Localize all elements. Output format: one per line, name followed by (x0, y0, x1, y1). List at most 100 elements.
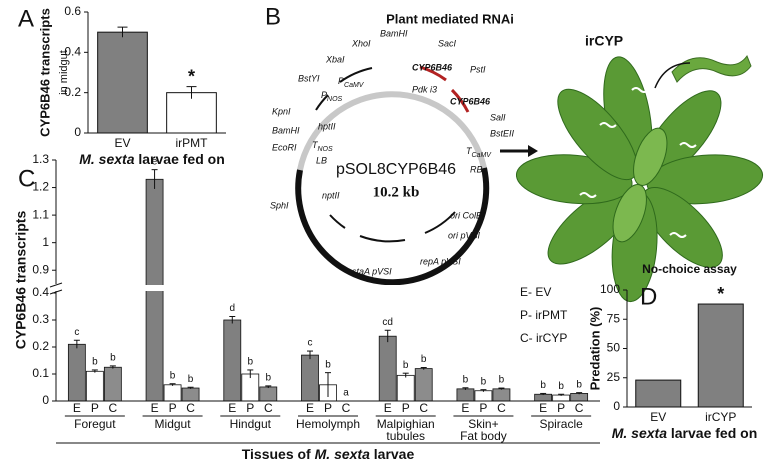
group-label: Fat body (460, 429, 507, 443)
axis-title-part: M. sexta (612, 425, 667, 441)
bar (85, 370, 104, 402)
panel-letter: A (18, 5, 34, 32)
plasmid-label: ori pVSI (448, 230, 481, 240)
feature-arrow (359, 235, 406, 243)
plasmid-label: BamHI (380, 28, 408, 38)
series-tick-label: C (109, 401, 118, 415)
bar (301, 354, 319, 402)
panel-letter: D (640, 283, 657, 310)
bar (697, 303, 744, 408)
plasmid-label-main: P (321, 90, 327, 100)
plant (515, 56, 764, 303)
feature-arrow (339, 67, 373, 83)
group-label: Spiracle (539, 417, 583, 431)
group-label: Hindgut (230, 417, 272, 431)
break-mark (49, 282, 63, 288)
break-mark (49, 289, 63, 295)
plasmid-label: SalI (490, 112, 506, 122)
plasmid-label-sub: CaMV (472, 152, 493, 159)
bar (414, 368, 433, 402)
plasmid-label: PCaMV (338, 76, 365, 88)
significance-letter: b (325, 359, 331, 370)
caterpillar (671, 54, 752, 83)
y-tick-label: 50 (607, 341, 621, 355)
y-tick-label: 100 (600, 282, 620, 296)
series-tick-label: C (575, 401, 584, 415)
plasmid-label: repA pVSI (420, 256, 461, 266)
y-tick-label: 0.4 (32, 285, 49, 299)
group-label: tubules (386, 429, 425, 443)
y-tick-label: 0.2 (32, 339, 49, 353)
bar (396, 374, 415, 402)
plasmid-size: 10.2 kb (373, 184, 420, 200)
y-tick-label: 0 (42, 393, 49, 407)
series-tick-label: E (539, 401, 547, 415)
leaf (557, 88, 638, 181)
bar (474, 390, 493, 402)
y-tick-label: 0.3 (32, 312, 49, 326)
y-tick-label: 75 (607, 311, 621, 325)
rnai-marks (579, 87, 697, 238)
significance-letter: e (152, 156, 158, 167)
series-tick-label: E (73, 401, 81, 415)
plasmid-label-main: P (338, 76, 344, 86)
significance-letter: b (188, 374, 194, 385)
group-label: Foregut (74, 417, 116, 431)
plasmid-label: staA pVSI (352, 266, 392, 276)
y-axis-title: Predation (%) (587, 307, 602, 391)
significance-letter: c (308, 338, 313, 349)
bar (67, 343, 86, 402)
plasmid-label: EcoRI (272, 142, 297, 152)
series-tick-label: P (91, 401, 99, 415)
y-tick-label: 0.4 (64, 45, 81, 59)
plasmid-label-sub: CaMV (344, 82, 365, 89)
plasmid-label: KpnI (272, 106, 291, 116)
plasmid-label: PNOS (321, 90, 343, 102)
significance: * (717, 284, 724, 304)
y-tick-label: 25 (607, 370, 621, 384)
plasmid-label: nptII (322, 190, 340, 200)
group-label: Midgut (155, 417, 192, 431)
bar (534, 393, 553, 402)
significance: * (188, 66, 195, 86)
series-tick-label: P (402, 401, 410, 415)
y-axis-title: in midgut (58, 50, 70, 95)
significance-letter: b (92, 357, 98, 368)
series-tick-label: E (306, 401, 314, 415)
bar (492, 388, 511, 402)
plasmid-label-sub: NOS (318, 146, 334, 153)
significance-letter: b (266, 373, 272, 384)
feature-arrow (329, 214, 346, 229)
y-tick-label: 0 (74, 125, 81, 139)
series-tick-label: C (497, 401, 506, 415)
plasmid-label: SacI (438, 38, 457, 48)
axis-title-part: Tissues of (242, 446, 311, 462)
leaf (642, 187, 723, 268)
bar (456, 388, 475, 402)
significance-letter: b (110, 353, 116, 364)
y-tick-label: 1.1 (32, 207, 49, 221)
series-tick-label: E (151, 401, 159, 415)
axis-title-part: larvae fed on (138, 151, 224, 167)
significance-letter: b (576, 379, 582, 390)
leaf (612, 184, 647, 243)
plasmid-name: pSOL8CYP6B46 (336, 161, 456, 178)
group-label: Malpighian (377, 417, 435, 431)
plasmid-label: RB (470, 164, 483, 174)
significance-letter: b (499, 375, 505, 386)
plasmid-label-main: T (466, 146, 473, 156)
plasmid-label: CYP6B46 (412, 62, 453, 72)
plasmid-label: BstEII (490, 128, 515, 138)
y-tick-label: 0.1 (32, 366, 49, 380)
legend-label: P- irPMT (520, 308, 568, 322)
plasmid-label: Pdk i3 (412, 84, 437, 94)
plasmid-tdna-arc (297, 91, 487, 171)
plasmid-label: SphI (270, 200, 289, 210)
plasmid-label: PstI (470, 64, 486, 74)
panel-letter: C (18, 165, 35, 192)
series-tick-label: E (384, 401, 392, 415)
bar (552, 394, 571, 402)
panel-letter: B (265, 3, 281, 30)
axis-title-part: larvae fed on (671, 425, 757, 441)
